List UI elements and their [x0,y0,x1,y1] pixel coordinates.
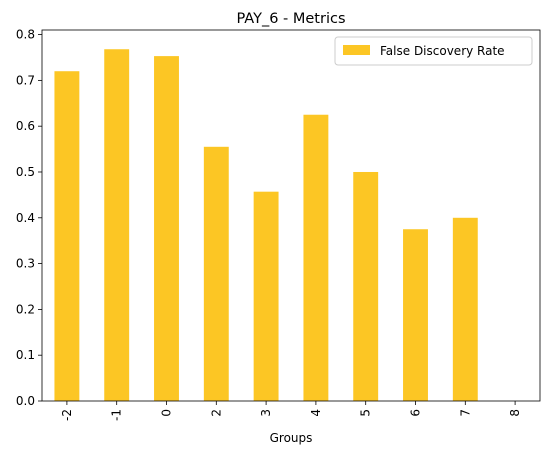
x-tick-label: 5 [359,409,373,417]
chart-title: PAY_6 - Metrics [236,11,345,27]
y-tick-label: 0.6 [16,119,35,133]
x-axis-label: Groups [270,431,313,445]
x-tick-label: 7 [458,409,472,417]
y-tick-label: 0.8 [16,28,35,42]
legend-label: False Discovery Rate [380,44,505,58]
bar-2 [203,146,229,401]
bar--2 [54,71,80,401]
y-tick-label: 0.2 [16,302,35,316]
y-tick-label: 0.1 [16,348,35,362]
legend: False Discovery Rate [334,36,533,66]
x-tick-label: 8 [508,409,522,417]
y-tick-label: 0.5 [16,165,35,179]
legend-box [334,36,533,66]
y-tick-label: 0.7 [16,73,35,87]
y-tick-label: 0.0 [16,394,35,408]
y-axis: 0.0 0.1 0.2 0.3 0.4 0.5 0.6 0.7 0.8 [16,28,42,408]
bar-4 [303,114,329,402]
bar--1 [104,49,130,402]
bars [54,49,478,402]
x-axis: -2 -1 0 2 3 4 5 6 7 8 [60,401,522,421]
x-tick-label: -2 [60,409,74,421]
bar-5 [353,171,379,401]
legend-swatch [343,45,370,55]
x-tick-label: 2 [209,409,223,417]
bar-0 [154,56,179,401]
plot-frame [41,29,541,402]
x-tick-label: 6 [409,409,423,417]
y-tick-label: 0.4 [16,211,35,225]
y-tick-label: 0.3 [16,257,35,271]
bar-6 [403,229,428,401]
x-tick-label: 4 [309,409,323,417]
x-tick-label: 0 [160,409,174,417]
x-tick-label: 3 [259,409,273,417]
bar-3 [253,191,279,401]
x-tick-label: -1 [110,409,124,421]
bar-7 [452,217,478,401]
